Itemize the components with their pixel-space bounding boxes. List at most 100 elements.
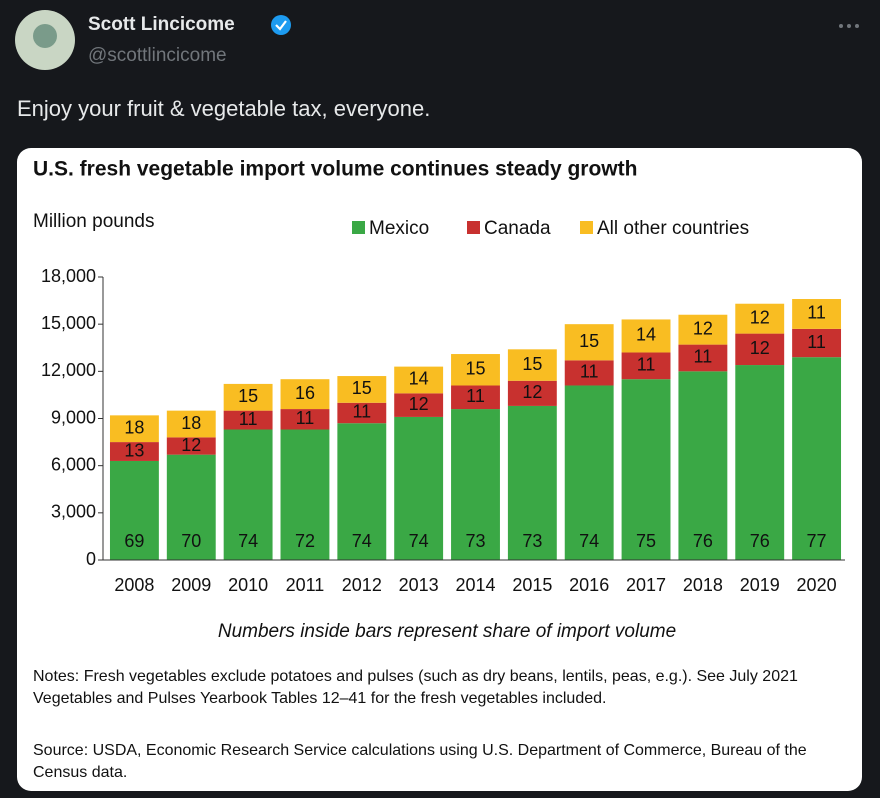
x-tick-label: 2016 [569, 575, 609, 595]
more-menu[interactable] [839, 24, 859, 28]
share-label: 70 [181, 531, 201, 551]
share-label: 11 [807, 332, 826, 352]
bar-segment [507, 380, 557, 406]
share-label: 11 [239, 409, 258, 429]
share-label: 74 [352, 531, 372, 551]
bar-segment [678, 371, 728, 560]
share-label: 18 [124, 417, 144, 437]
share-label: 15 [579, 331, 599, 351]
bar-segment [337, 423, 387, 560]
bar-segment [621, 319, 671, 353]
bar-segment [564, 360, 614, 386]
author-handle[interactable]: @scottlincicome [88, 45, 227, 66]
share-label: 11 [466, 386, 485, 406]
tweet-text: Enjoy your fruit & vegetable tax, everyo… [17, 96, 430, 121]
x-tick-label: 2009 [171, 575, 211, 595]
share-label: 12 [750, 307, 770, 327]
bar-segment [166, 410, 216, 438]
bar-segment [678, 314, 728, 345]
bar-segment [166, 454, 216, 560]
share-label: 76 [693, 531, 713, 551]
share-label: 15 [522, 354, 542, 374]
y-tick-label: 18,000 [41, 266, 96, 286]
bar-segment [735, 365, 785, 560]
x-tick-label: 2010 [228, 575, 268, 595]
bar-segment [564, 324, 614, 361]
x-tick-label: 2020 [797, 575, 837, 595]
share-label: 15 [352, 378, 372, 398]
share-label: 11 [352, 402, 371, 422]
share-label: 75 [636, 531, 656, 551]
bar-segment [451, 385, 500, 410]
legend-swatch [467, 221, 480, 234]
share-label: 12 [750, 338, 770, 358]
bar-segment [621, 352, 671, 380]
bar-segment [337, 376, 387, 403]
share-label: 11 [807, 303, 826, 323]
share-label: 76 [750, 531, 770, 551]
bar-segment [507, 349, 557, 381]
bar-segment [109, 460, 159, 560]
share-label: 16 [295, 383, 315, 403]
chart-caption: Numbers inside bars represent share of i… [218, 621, 676, 642]
bar-segment [621, 379, 671, 560]
chart-source: Source: USDA, Economic Research Service … [33, 742, 807, 781]
x-tick-label: 2015 [512, 575, 552, 595]
bar-segment [792, 357, 842, 560]
bar-segment [792, 299, 842, 329]
x-tick-label: 2008 [114, 575, 154, 595]
bar-segment [451, 354, 500, 386]
bar-segment [451, 409, 500, 560]
legend-label: Mexico [369, 218, 429, 239]
share-label: 73 [522, 531, 542, 551]
y-tick-label: 15,000 [41, 313, 96, 333]
bar-segment [394, 416, 444, 560]
share-label: 11 [637, 355, 656, 375]
bar-segment [223, 429, 273, 560]
legend-label: All other countries [597, 218, 749, 239]
y-tick-label: 12,000 [41, 360, 96, 380]
x-tick-label: 2019 [740, 575, 780, 595]
chart-title: U.S. fresh vegetable import volume conti… [33, 158, 637, 181]
bar-segment [507, 405, 557, 560]
y-tick-label: 9,000 [51, 407, 96, 427]
share-label: 14 [636, 325, 656, 345]
share-label: 12 [409, 394, 429, 414]
y-tick-label: 6,000 [51, 454, 96, 474]
x-tick-label: 2018 [683, 575, 723, 595]
x-tick-label: 2013 [399, 575, 439, 595]
y-tick-label: 3,000 [51, 502, 96, 522]
bar-segment [223, 410, 273, 430]
y-axis-label: Million pounds [33, 211, 154, 232]
share-label: 15 [465, 359, 485, 379]
bar-segment [564, 385, 614, 560]
bar-segment [109, 415, 159, 443]
avatar-detail [33, 24, 57, 48]
share-label: 12 [693, 318, 713, 338]
share-label: 73 [465, 531, 485, 551]
legend-swatch [580, 221, 593, 234]
share-label: 15 [238, 386, 258, 406]
x-tick-label: 2014 [455, 575, 495, 595]
x-tick-label: 2011 [286, 575, 325, 595]
share-label: 11 [694, 347, 713, 367]
share-label: 11 [580, 362, 599, 382]
share-label: 14 [409, 369, 429, 389]
y-tick-label: 0 [86, 549, 96, 569]
bar-segment [337, 402, 387, 424]
chart-notes: Notes: Fresh vegetables exclude potatoes… [33, 668, 798, 707]
legend-label: Canada [484, 218, 551, 239]
bar-segment [280, 379, 330, 410]
bar-segment [678, 344, 728, 372]
share-label: 77 [807, 531, 827, 551]
bar-segment [280, 429, 330, 560]
share-label: 74 [238, 531, 258, 551]
bar-segment [109, 442, 159, 461]
share-label: 74 [409, 531, 429, 551]
x-tick-label: 2012 [342, 575, 382, 595]
share-label: 69 [124, 531, 144, 551]
share-label: 72 [295, 531, 315, 551]
verified-badge [271, 15, 291, 35]
author-name[interactable]: Scott Lincicome [88, 14, 235, 35]
